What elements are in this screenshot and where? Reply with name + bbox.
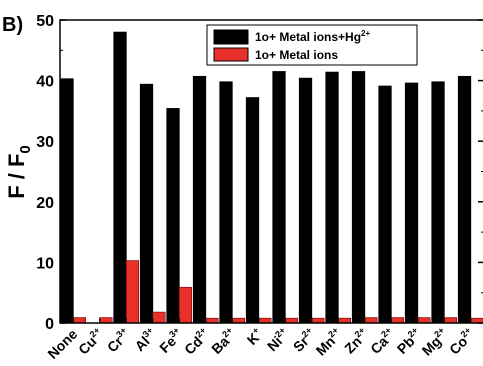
x-tick-label-mg: Mg2+ <box>418 325 452 359</box>
bars-layer <box>60 31 483 324</box>
x-tick-label-k: K+ <box>243 325 266 348</box>
legend-swatch-hg <box>213 29 249 45</box>
x-tick-label-cr: Cr3+ <box>103 325 133 355</box>
x-tick-label-fe: Fe3+ <box>156 325 187 356</box>
y-tick-label: 40 <box>36 74 54 91</box>
bar-hg-al <box>139 83 154 324</box>
x-tick-label-cu: Cu2+ <box>74 325 106 357</box>
bar-metal-pb <box>417 317 431 324</box>
y-tick-label: 0 <box>45 316 54 333</box>
legend-swatch-metal <box>213 47 249 62</box>
y-tick-label: 30 <box>36 134 54 151</box>
x-tick-label-cd: Cd2+ <box>180 325 212 357</box>
x-tick-label-pb: Pb2+ <box>393 325 425 357</box>
legend: 1o+ Metal ions+Hg2+ 1o+ Metal ions <box>206 24 418 66</box>
y-axis: 0 10 20 30 40 50 <box>36 13 483 333</box>
x-tick-label-mn: Mn2+ <box>312 325 346 359</box>
x-tick-label-co: Co2+ <box>445 325 477 357</box>
y-axis-title-subscript: 0 <box>17 145 34 153</box>
bar-hg-cr <box>113 31 127 324</box>
bar-metal-cr <box>125 260 140 324</box>
bar-hg-ba <box>219 81 233 324</box>
legend-label-metal: 1o+ Metal ions <box>255 48 338 62</box>
x-tick-label-ba: Ba2+ <box>207 325 239 357</box>
bar-hg-ni <box>272 71 286 324</box>
bar-hg-none <box>60 78 74 324</box>
bar-hg-zn <box>351 71 366 324</box>
bar-metal-al <box>152 311 166 324</box>
x-tick-label-ni: Ni2+ <box>263 325 292 354</box>
bar-metal-cu <box>99 317 113 324</box>
bar-hg-mn <box>325 71 339 324</box>
bar-hg-mg <box>431 81 445 324</box>
bar-metal-none <box>72 317 87 324</box>
x-tick-label-ca: Ca2+ <box>366 325 398 357</box>
x-tick-label-zn: Zn2+ <box>340 325 371 356</box>
bar-hg-cd <box>192 75 207 324</box>
bar-metal-mg <box>443 317 458 324</box>
y-axis-title-main: F / F <box>4 154 29 199</box>
y-tick-label: 20 <box>36 195 54 212</box>
bar-hg-co <box>457 75 472 324</box>
bar-hg-fe <box>166 108 180 324</box>
x-tick-label-al: Al3+ <box>131 325 160 354</box>
bar-hg-sr <box>298 77 313 324</box>
bar-hg-k <box>245 97 260 324</box>
bar-metal-fe <box>178 286 193 324</box>
legend-label-hg: 1o+ Metal ions+Hg2+ <box>255 29 370 44</box>
y-tick-label: 50 <box>36 13 54 30</box>
y-axis-title: F / F0 <box>4 145 34 199</box>
bar-hg-ca <box>378 85 392 324</box>
panel-label: B) <box>2 14 23 36</box>
bar-metal-zn <box>364 317 378 324</box>
bar-hg-pb <box>404 82 419 324</box>
y-tick-label: 10 <box>36 255 54 272</box>
bar-metal-ca <box>390 317 405 324</box>
